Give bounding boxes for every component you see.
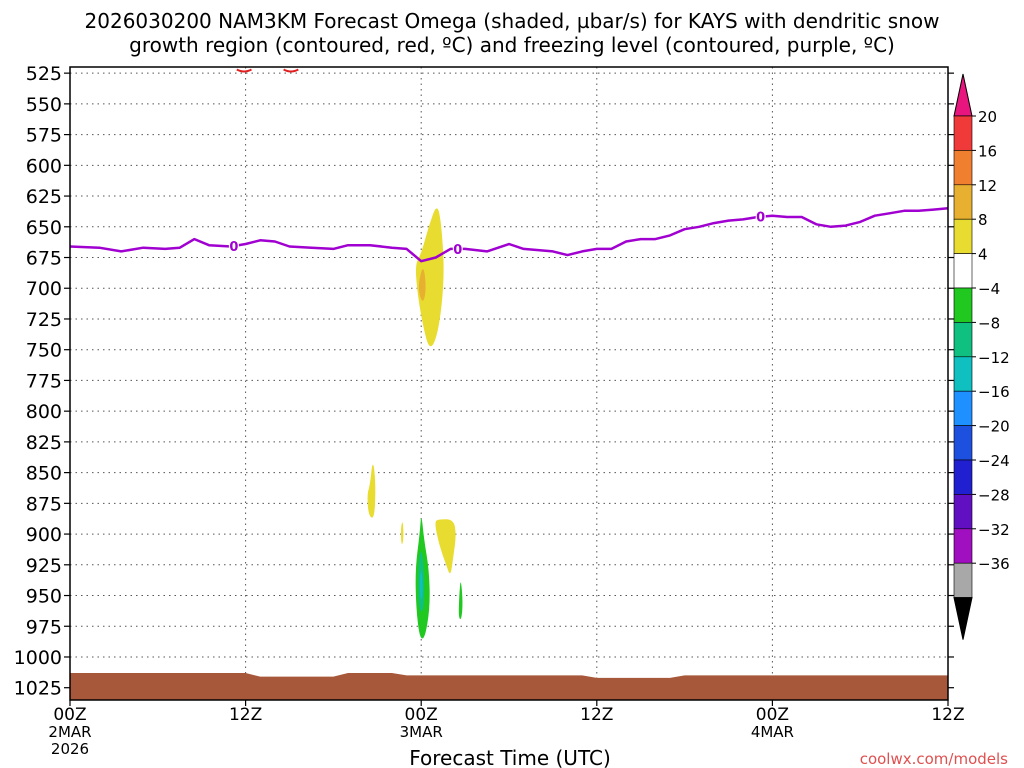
colorbar-label: −32: [978, 521, 1010, 539]
x-tick-label: 12Z: [229, 705, 262, 725]
colorbar-label: 12: [978, 177, 997, 195]
freezing-level-label: 0: [453, 243, 462, 258]
chart-title-line-1: 2026030200 NAM3KM Forecast Omega (shaded…: [85, 9, 940, 33]
omega-region: [400, 522, 404, 545]
colorbar-label: −28: [978, 486, 1010, 504]
colorbar-top-triangle: [953, 73, 973, 117]
y-tick-label: 1000: [14, 647, 62, 669]
freezing-level-label: 0: [756, 211, 765, 226]
colorbar-bottom-triangle: [953, 597, 973, 640]
omega-region: [415, 208, 444, 347]
x-tick-label: 00Z: [756, 705, 789, 725]
plot-frame: [69, 66, 949, 701]
y-tick-label: 850: [26, 463, 62, 485]
colorbar-label: −24: [978, 452, 1010, 470]
y-tick-label: 725: [26, 309, 62, 331]
x-axis-title: Forecast Time (UTC): [409, 746, 611, 768]
omega-region: [458, 582, 463, 620]
y-tick-label: 650: [26, 217, 62, 239]
y-tick-label: 625: [26, 186, 62, 208]
omega-region: [418, 269, 426, 301]
plot-area: 0 0 0: [69, 67, 949, 700]
colorbar-segment: [953, 494, 973, 530]
colorbar-label: −16: [978, 383, 1010, 401]
x-tick-date-label: 3MAR: [400, 723, 443, 741]
freezing-label-bg: [228, 238, 239, 253]
freezing-level-line: [69, 207, 949, 263]
y-tick-label: 1025: [14, 678, 62, 700]
colorbar-segment: [953, 150, 973, 186]
x-tick-label: 00Z: [405, 705, 438, 725]
dendritic-contour: [236, 68, 252, 73]
y-tick-label: 800: [26, 401, 62, 423]
y-tick-label: 750: [26, 340, 62, 362]
freezing-label-bg: [755, 209, 766, 224]
freezing-label-bg: [452, 241, 463, 256]
colorbar-label: −36: [978, 555, 1010, 573]
colorbar-segment: [953, 459, 973, 495]
chart-title-line-2: growth region (contoured, red, ºC) and f…: [129, 33, 895, 57]
omega-region: [367, 464, 376, 518]
x-tick-year-label: 2026: [51, 740, 89, 758]
colorbar-segment: [953, 528, 973, 564]
plot-background: [70, 67, 948, 700]
y-tick-label: 700: [26, 278, 62, 300]
colorbar-segment: [953, 562, 973, 598]
x-tick-label: 00Z: [53, 705, 86, 725]
y-tick-label: 525: [26, 63, 62, 85]
y-tick-label: 875: [26, 493, 62, 515]
colorbar-label: 4: [978, 246, 988, 264]
colorbar-segment: [953, 425, 973, 461]
colorbar-segment: [953, 322, 973, 358]
colorbar-segment: [953, 218, 973, 254]
x-tick-label: 12Z: [931, 705, 964, 725]
colorbar-segment: [953, 390, 973, 426]
omega-region: [435, 519, 456, 574]
colorbar-segment: [953, 356, 973, 392]
colorbar-label: −8: [978, 314, 1000, 332]
y-tick-label: 575: [26, 125, 62, 147]
y-tick-label: 675: [26, 248, 62, 270]
freezing-level-label: 0: [229, 240, 238, 255]
x-tick-date-label: 4MAR: [751, 723, 794, 741]
colorbar-segment: [953, 253, 973, 289]
y-tick-label: 950: [26, 586, 62, 608]
y-tick-label: 975: [26, 616, 62, 638]
y-tick-label: 550: [26, 94, 62, 116]
colorbar: 20 16 12 8 4 −4 −8 −12 −16 −20 −24 −28 −32 −36: [953, 73, 1010, 640]
colorbar-segment: [953, 184, 973, 220]
ground-surface: [70, 673, 948, 700]
x-tick-date-label: 2MAR: [48, 723, 91, 741]
axes: 525 550 575 600 625 650 675 700 725 750 775 800 825 8…: [14, 63, 965, 758]
y-tick-label: 775: [26, 370, 62, 392]
colorbar-segment: [953, 287, 973, 323]
y-tick-label: 825: [26, 432, 62, 454]
colorbar-segment: [953, 115, 973, 151]
y-tick-label: 900: [26, 524, 62, 546]
x-tick-label: 12Z: [580, 705, 613, 725]
credit-text: coolwx.com/models: [860, 750, 1008, 768]
y-tick-label: 925: [26, 555, 62, 577]
colorbar-label: −20: [978, 418, 1010, 436]
colorbar-label: 16: [978, 142, 997, 160]
colorbar-label: 20: [978, 108, 997, 126]
y-tick-label: 600: [26, 155, 62, 177]
colorbar-label: −12: [978, 349, 1010, 367]
colorbar-label: −4: [978, 280, 1000, 298]
omega-region: [419, 571, 423, 600]
colorbar-label: 8: [978, 211, 988, 229]
dendritic-contour: [283, 68, 299, 73]
